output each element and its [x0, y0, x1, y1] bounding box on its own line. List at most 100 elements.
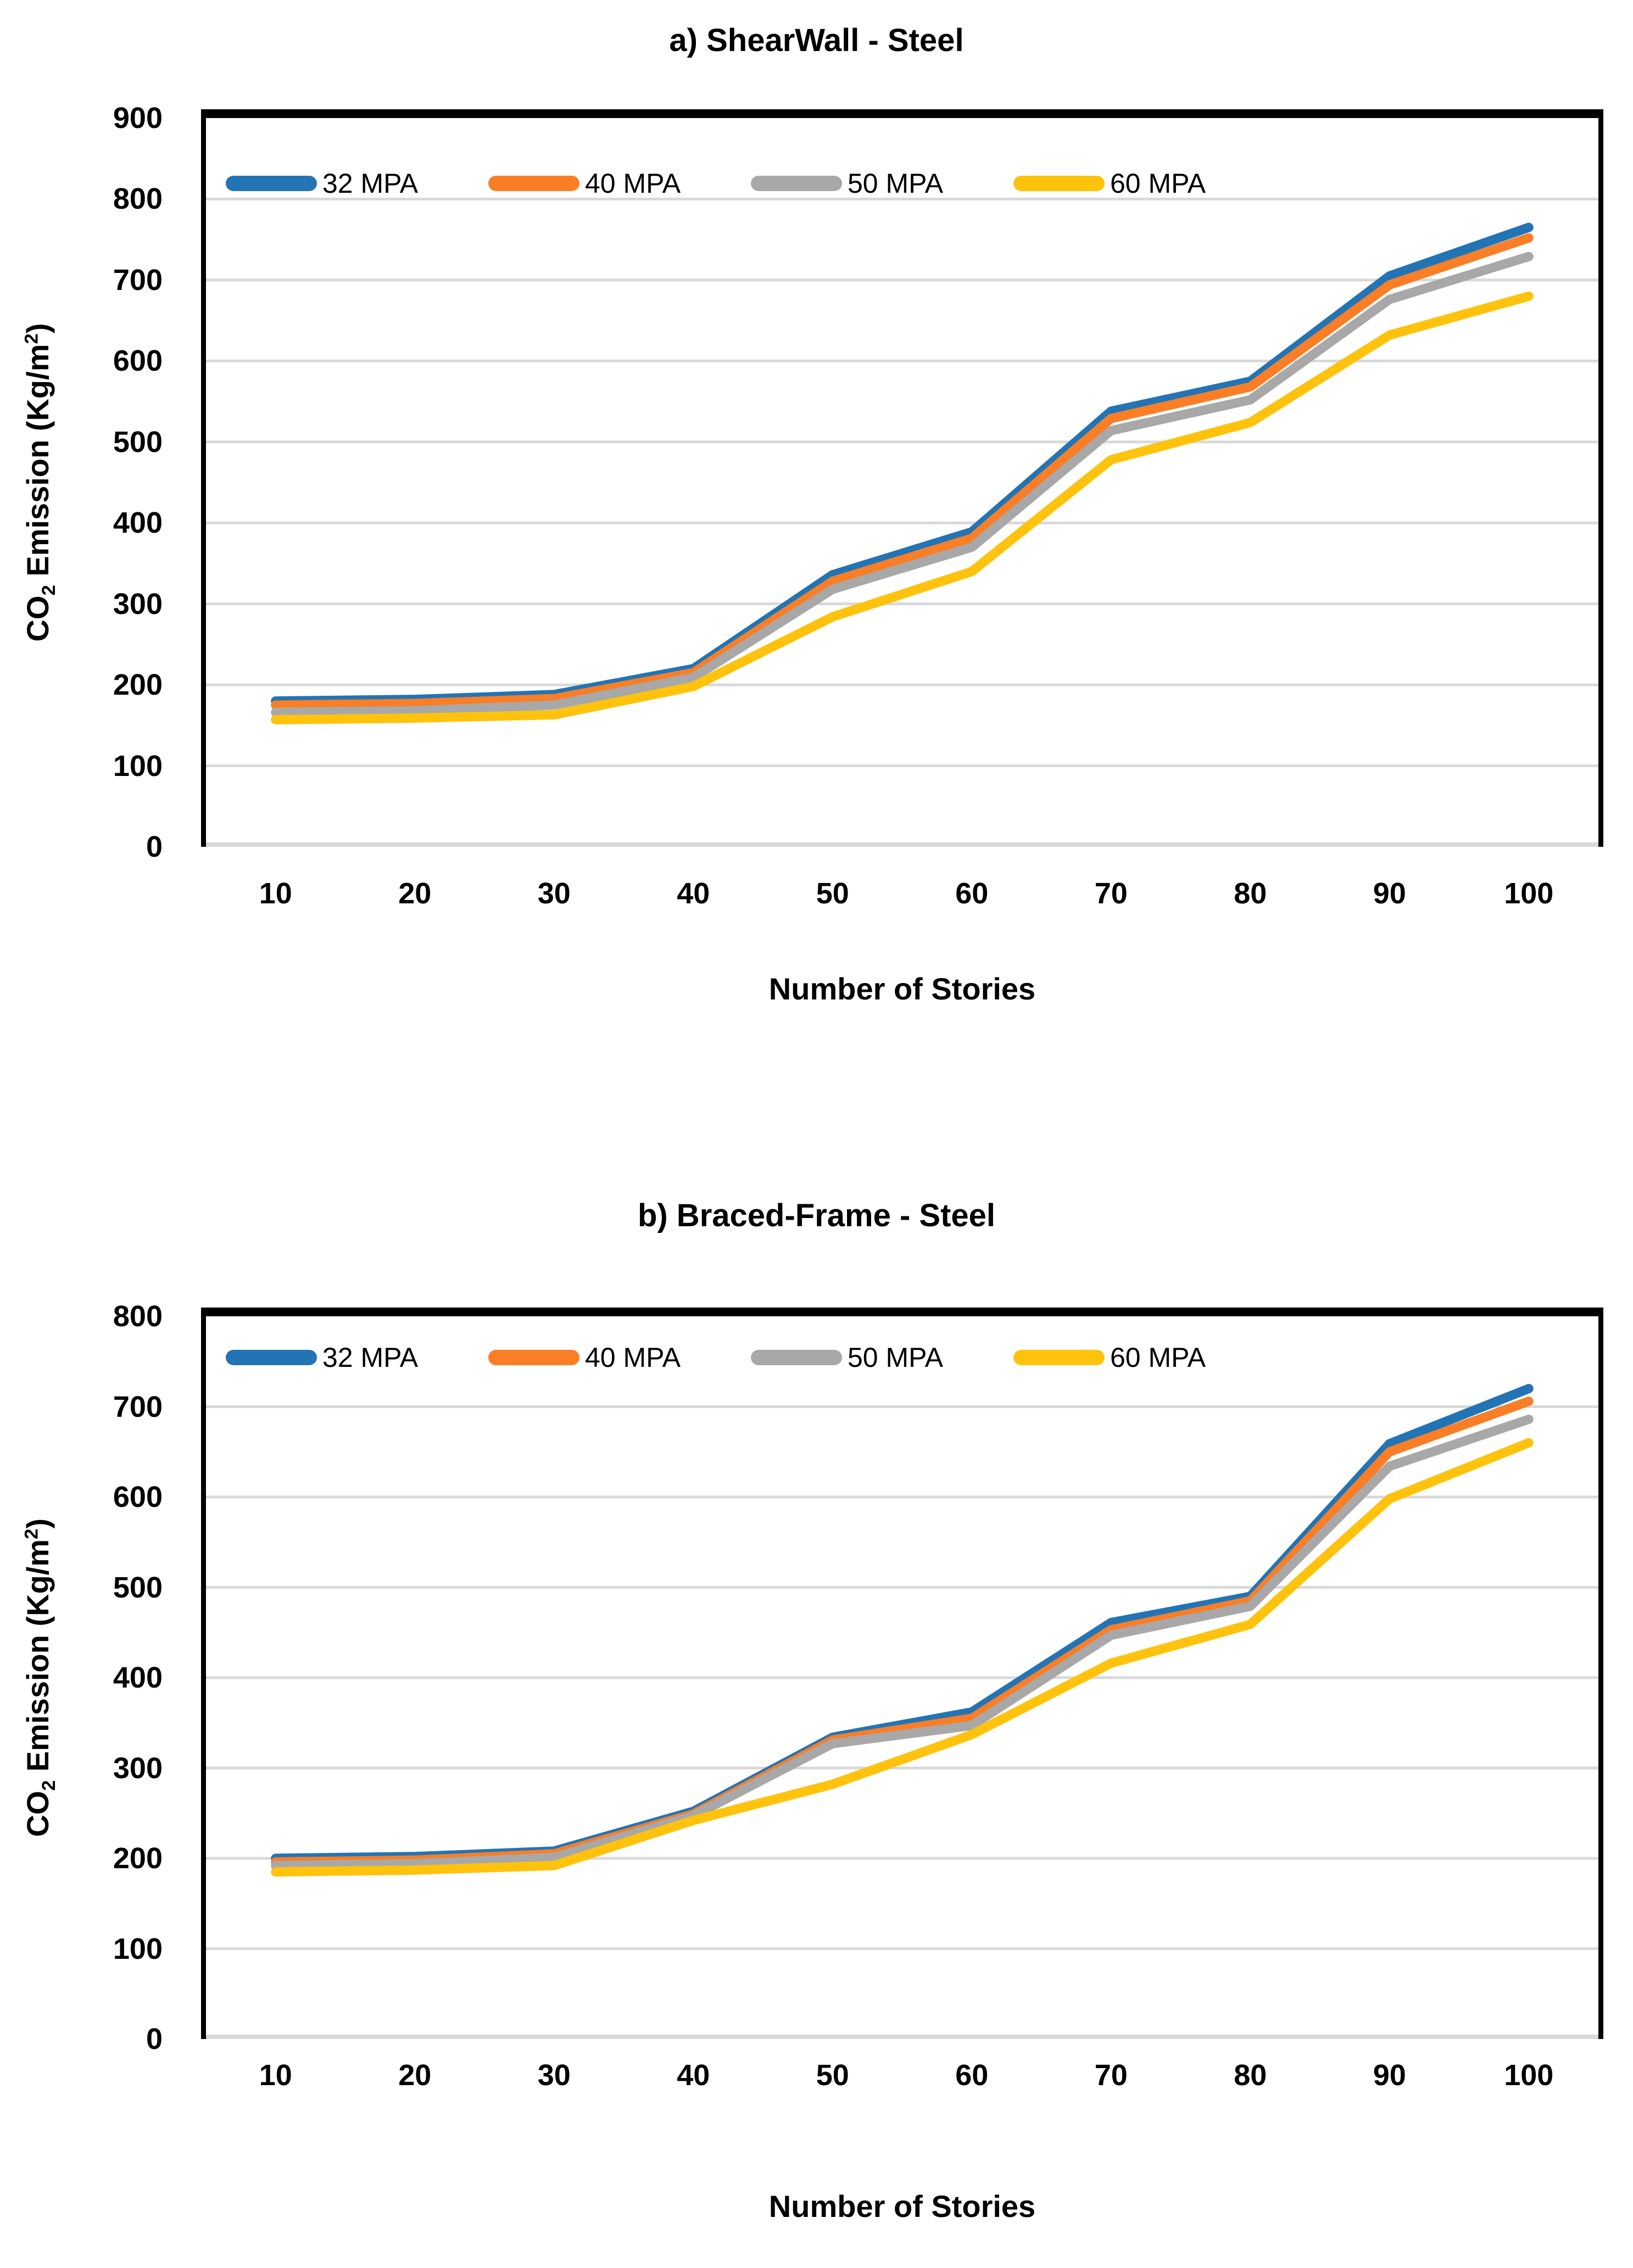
legend-swatch-icon	[751, 1350, 842, 1365]
line-plot	[206, 1384, 1598, 2039]
x-axis-tick-labels: 10 20 30 40 50 60 70 80 90 100	[206, 2060, 1598, 2090]
x-tick-label-20: 20	[398, 2059, 432, 2092]
legend-entry-50-mpa: 50 MPA	[751, 167, 1013, 199]
x-tick-label-40: 40	[677, 877, 710, 910]
legend-label: 50 MPA	[848, 168, 944, 199]
y-tick-label-300: 300	[113, 1751, 163, 1785]
y-tick-label-600: 600	[113, 1481, 163, 1513]
legend-label: 60 MPA	[1110, 168, 1206, 199]
series-line-60-mpa	[271, 1438, 1534, 1877]
y-tick-label-900: 900	[113, 102, 163, 135]
legend-swatch-icon	[751, 176, 842, 191]
legend-entry-40-mpa: 40 MPA	[488, 167, 751, 199]
y-tick-label-0: 0	[146, 830, 163, 863]
y-axis-title-subscript: 2	[38, 1780, 60, 1791]
series-line-32-mpa	[271, 222, 1534, 706]
y-tick-label-200: 200	[113, 1842, 163, 1875]
x-tick-label-10: 10	[259, 877, 292, 910]
chart-title: a) ShearWall - Steel	[669, 23, 964, 58]
plot-area: 32 MPA 40 MPA 50 MPA 60 MPA	[201, 109, 1603, 847]
legend-entry-32-mpa: 32 MPA	[226, 1342, 488, 1373]
legend-label: 50 MPA	[848, 1342, 944, 1373]
legend-label: 32 MPA	[322, 168, 419, 199]
legend-entry-32-mpa: 32 MPA	[226, 167, 488, 199]
x-tick-label-70: 70	[1094, 877, 1128, 910]
y-axis-title-superscript: 2	[21, 1528, 42, 1539]
x-tick-label-100: 100	[1504, 877, 1554, 910]
y-tick-label-400: 400	[113, 506, 163, 540]
chart-title: b) Braced-Frame - Steel	[637, 1198, 996, 1233]
x-tick-label-10: 10	[259, 2059, 292, 2092]
x-tick-label-30: 30	[537, 877, 571, 910]
x-tick-label-100: 100	[1504, 2059, 1554, 2092]
series-line-50-mpa	[271, 1415, 1534, 1870]
y-axis-tick-labels: 900 800 700 600 500 400 300 200 100 0	[0, 103, 169, 862]
y-tick-label-700: 700	[113, 263, 163, 297]
y-tick-label-800: 800	[113, 182, 163, 216]
x-tick-label-80: 80	[1234, 877, 1267, 910]
x-tick-label-40: 40	[677, 2059, 710, 2092]
legend-entry-60-mpa: 60 MPA	[1013, 1342, 1276, 1373]
series-line-50-mpa	[271, 252, 1534, 717]
y-tick-label-100: 100	[113, 749, 163, 783]
x-axis-title: Number of Stories	[768, 971, 1036, 1006]
y-axis-title-text: )	[20, 323, 55, 334]
y-tick-label-600: 600	[113, 344, 163, 378]
x-tick-label-50: 50	[816, 877, 849, 910]
line-plot	[206, 197, 1598, 847]
y-tick-label-100: 100	[113, 1932, 163, 1965]
legend-swatch-icon	[1013, 176, 1105, 191]
y-axis-title-text: CO	[20, 595, 55, 642]
y-tick-label-700: 700	[113, 1390, 163, 1423]
x-tick-label-80: 80	[1234, 2059, 1267, 2092]
x-tick-label-60: 60	[955, 877, 989, 910]
legend-label: 40 MPA	[585, 1342, 681, 1373]
y-axis-tick-labels: 800 700 600 500 400 300 200 100 0	[0, 1301, 169, 2054]
x-tick-label-90: 90	[1373, 877, 1406, 910]
y-tick-label-0: 0	[146, 2023, 163, 2055]
x-tick-label-90: 90	[1373, 2059, 1406, 2092]
x-tick-label-30: 30	[537, 2059, 571, 2092]
legend-entry-40-mpa: 40 MPA	[488, 1342, 751, 1373]
y-tick-label-500: 500	[113, 425, 163, 459]
series-line-40-mpa	[271, 1396, 1534, 1867]
y-axis-title-subscript: 2	[38, 585, 60, 596]
legend-swatch-icon	[488, 176, 579, 191]
series-line-40-mpa	[271, 233, 1534, 710]
series-line-60-mpa	[271, 291, 1534, 725]
plot-area: 32 MPA 40 MPA 50 MPA 60 MPA	[201, 1308, 1603, 2039]
x-axis-title: Number of Stories	[768, 2189, 1036, 2224]
x-tick-label-60: 60	[955, 2059, 989, 2092]
y-axis-title: CO2 Emission (Kg/m2)	[20, 1316, 60, 2039]
legend: 32 MPA 40 MPA 50 MPA 60 MPA	[226, 167, 1276, 199]
legend-label: 60 MPA	[1110, 1342, 1206, 1373]
legend-swatch-icon	[226, 1350, 317, 1365]
series-line-32-mpa	[271, 1384, 1534, 1863]
y-axis-title-superscript: 2	[21, 333, 42, 344]
legend-swatch-icon	[226, 176, 317, 191]
y-tick-label-300: 300	[113, 587, 163, 621]
legend-entry-50-mpa: 50 MPA	[751, 1342, 1013, 1373]
legend-label: 40 MPA	[585, 168, 681, 199]
x-axis-tick-labels: 10 20 30 40 50 60 70 80 90 100	[206, 879, 1598, 908]
y-tick-label-200: 200	[113, 668, 163, 702]
x-tick-label-70: 70	[1094, 2059, 1128, 2092]
legend-swatch-icon	[488, 1350, 579, 1365]
y-axis-title-text: Emission (Kg/m	[20, 344, 55, 585]
y-axis-title: CO2 Emission (Kg/m2)	[20, 118, 60, 847]
y-tick-label-500: 500	[113, 1571, 163, 1604]
y-tick-label-400: 400	[113, 1661, 163, 1694]
y-axis-title-text: )	[20, 1518, 55, 1529]
legend-entry-60-mpa: 60 MPA	[1013, 167, 1276, 199]
x-tick-label-50: 50	[816, 2059, 849, 2092]
y-tick-label-800: 800	[113, 1300, 163, 1333]
legend-swatch-icon	[1013, 1350, 1105, 1365]
legend: 32 MPA 40 MPA 50 MPA 60 MPA	[226, 1342, 1276, 1373]
x-tick-label-20: 20	[398, 877, 432, 910]
y-axis-title-text: CO	[20, 1791, 55, 1837]
legend-label: 32 MPA	[322, 1342, 419, 1373]
y-axis-title-text: Emission (Kg/m	[20, 1539, 55, 1780]
